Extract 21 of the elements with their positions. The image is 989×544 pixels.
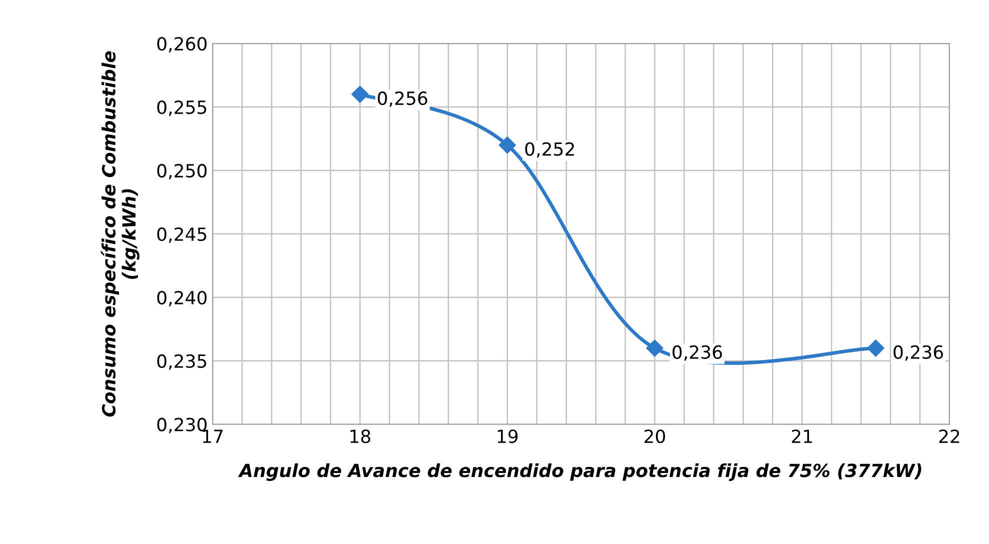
point (498, 136, 516, 154)
y-tick-label: 0,235 (157, 354, 206, 370)
x-tick-label: 18 (350, 430, 370, 444)
y-axis-title: Consumo específico de Combustible (kg/kWh) (100, 51, 140, 417)
y-tick-label: 0,260 (157, 36, 207, 52)
data-label: 0,252 (525, 142, 574, 158)
point (646, 340, 664, 357)
data-label: 0,256 (378, 91, 428, 107)
x-tick-label: 22 (939, 430, 960, 443)
x-tick-label: 21 (792, 430, 812, 443)
x-tick-label: 19 (498, 430, 518, 444)
y-tick-label: 0,255 (157, 100, 206, 116)
data-label: 0,236 (894, 345, 943, 361)
y-tick-label: 0,240 (157, 290, 207, 306)
y-tick-label: 0,245 (157, 227, 206, 243)
x-tick-label: 20 (644, 430, 666, 444)
data-label: 0,236 (672, 345, 722, 361)
y-tick-label: 0,250 (157, 164, 207, 180)
x-axis-title: Angulo de Avance de encendido para potencia fija de 75% (377kW) (238, 463, 922, 481)
point (867, 340, 884, 357)
point (351, 86, 369, 103)
